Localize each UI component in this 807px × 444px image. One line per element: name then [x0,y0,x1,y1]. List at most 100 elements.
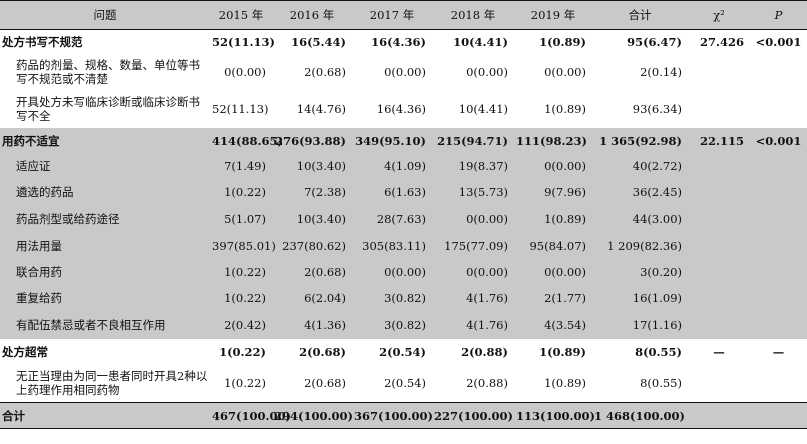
cell-total: 1 209(82.36) [592,232,688,259]
cell-p: <0.001 [750,127,807,154]
cell-total: 36(2.45) [592,178,688,206]
cell-2019: 0(0.00) [514,258,592,285]
cell-2015: 7(1.49) [210,153,272,179]
cell-p [750,232,807,259]
table-row: 无正当理由为同一患者同时开具2种以上药理作用相同药物 1(0.22) 2(0.6… [0,365,807,403]
table-row: 用药不适宜 414(88.65) 276(93.88) 349(95.10) 2… [0,127,807,154]
row-label: 遴选的药品 [0,178,210,206]
cell-2019: 1(0.89) [544,101,586,116]
cell-2015: 52(11.13) [212,34,275,49]
cell-p [750,310,807,339]
cell-chi2 [688,205,750,233]
cell-p: — [772,344,785,359]
cell-chi2 [688,153,750,179]
cell-2017: 6(1.63) [352,178,432,206]
cell-2018: 19(8.37) [432,153,514,179]
cell-p [750,153,807,179]
cell-total: 44(3.00) [592,205,688,233]
cell-p: <0.001 [755,34,802,49]
cell-2018: 2(0.88) [466,376,508,391]
cell-total: 8(0.55) [635,344,682,359]
cell-2015: 1(0.22) [210,178,272,206]
cell-2016: 16(5.44) [291,34,346,49]
cell-2017: 2(0.54) [379,344,426,359]
header-2018: 2018 年 [432,0,514,30]
row-label: 联合用药 [0,258,210,285]
prescription-issues-table: 问题 2015 年 2016 年 2017 年 2018 年 2019 年 合计… [0,0,807,429]
cell-2015: 52(11.13) [212,101,269,116]
cell-2017: 3(0.82) [352,284,432,311]
header-issue: 问题 [0,0,210,30]
row-label: 用药不适宜 [0,127,210,154]
cell-2016: 2(0.68) [304,64,346,79]
cell-2016: 10(3.40) [272,153,352,179]
cell-2017: 0(0.00) [352,258,432,285]
cell-total: 93(6.34) [632,101,682,116]
row-label: 无正当理由为同一患者同时开具2种以上药理作用相同药物 [16,369,208,398]
cell-total: 8(0.55) [640,376,682,391]
header-p: P [750,0,807,30]
cell-2016: 6(2.04) [272,284,352,311]
cell-2018: 2(0.88) [461,344,508,359]
table-row: 药品剂型或给药途径 5(1.07) 10(3.40) 28(7.63) 0(0.… [0,205,807,233]
cell-2019: 2(1.77) [514,284,592,311]
row-label: 有配伍禁忌或者不良相互作用 [0,310,210,339]
cell-2019: 1(0.89) [514,205,592,233]
row-label: 适应证 [0,153,210,179]
cell-2019: 111(98.23) [514,127,592,154]
cell-p [750,284,807,311]
cell-total: 16(1.09) [592,284,688,311]
table-row: 适应证 7(1.49) 10(3.40) 4(1.09) 19(8.37) 0(… [0,153,807,179]
row-label: 重复给药 [0,284,210,311]
cell-2018: 227(100.00) [432,402,514,429]
cell-2017: 3(0.82) [352,310,432,339]
row-label: 合计 [0,402,210,429]
cell-2018: 215(94.71) [432,127,514,154]
cell-2017: 4(1.09) [352,153,432,179]
cell-p [750,54,807,90]
cell-2016: 4(1.36) [272,310,352,339]
cell-2019: 9(7.96) [514,178,592,206]
cell-2019: 1(0.89) [544,376,586,391]
cell-p [750,365,807,403]
cell-chi2 [688,54,750,90]
header-row: 问题 2015 年 2016 年 2017 年 2018 年 2019 年 合计… [0,0,807,30]
row-label: 处方书写不规范 [2,34,83,49]
cell-2016: 14(4.76) [296,101,346,116]
cell-2015: 1(0.22) [210,258,272,285]
header-2017: 2017 年 [352,0,432,30]
cell-2016: 10(3.40) [272,205,352,233]
cell-2016: 237(80.62) [272,232,352,259]
cell-2015: 5(1.07) [210,205,272,233]
cell-2017: 2(0.54) [384,376,426,391]
cell-2018: 10(4.41) [458,101,508,116]
cell-2015: 1(0.22) [210,284,272,311]
cell-2018: 10(4.41) [453,34,508,49]
cell-chi2: — [713,344,725,359]
cell-2019: 0(0.00) [544,64,586,79]
cell-total: 3(0.20) [592,258,688,285]
cell-2018: 175(77.09) [432,232,514,259]
table-row: 处方超常 1(0.22) 2(0.68) 2(0.54) 2(0.88) 1(0… [0,339,807,365]
cell-2019: 4(3.54) [514,310,592,339]
header-chi2: χ² [688,0,750,30]
row-label: 药品的剂量、规格、数量、单位等书写不规范或不清楚 [16,57,200,86]
table-row: 开具处方未写临床诊断或临床诊断书写不全 52(11.13) 14(4.76) 1… [0,90,807,128]
cell-chi2 [688,258,750,285]
cell-2019: 113(100.00) [514,402,595,429]
cell-chi2 [688,402,750,429]
cell-p [750,178,807,206]
row-label: 用法用量 [0,232,210,259]
cell-2016: 2(0.68) [304,376,346,391]
cell-2015: 0(0.00) [224,64,266,79]
cell-2018: 0(0.00) [466,64,508,79]
cell-2015: 1(0.22) [224,376,266,391]
table-row: 用法用量 397(85.01) 237(80.62) 305(83.11) 17… [0,232,807,259]
total-row: 合计 467(100.00) 294(100.00) 367(100.00) 2… [0,402,807,429]
header-2015: 2015 年 [210,0,272,30]
cell-2017: 28(7.63) [352,205,432,233]
cell-2019: 95(84.07) [514,232,592,259]
table-row: 处方书写不规范 52(11.13) 16(5.44) 16(4.36) 10(4… [0,30,807,54]
cell-chi2 [688,178,750,206]
cell-total: 40(2.72) [592,153,688,179]
